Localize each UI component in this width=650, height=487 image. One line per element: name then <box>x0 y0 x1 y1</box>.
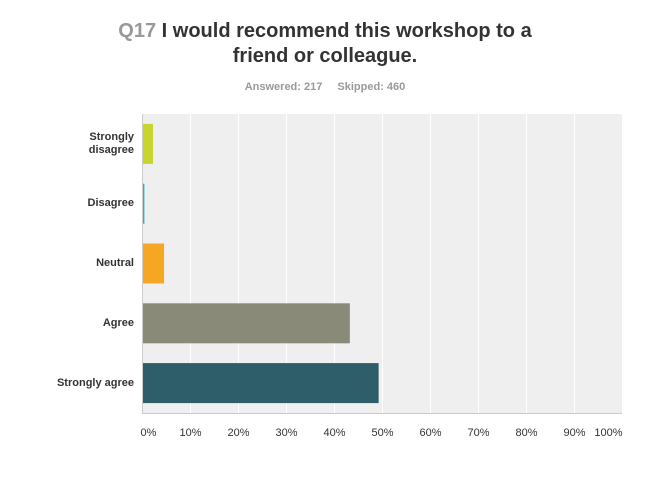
question-number: Q17 <box>118 20 157 42</box>
x-tick-label: 100% <box>594 427 623 439</box>
x-tick-label: 20% <box>227 427 250 439</box>
category-label: Agree <box>102 316 134 329</box>
question-text-line1: I would recommend this workshop to a <box>161 20 532 42</box>
x-tick-label: 90% <box>563 427 586 439</box>
x-tick-label: 30% <box>275 427 298 439</box>
bar-disagree <box>143 183 145 224</box>
x-tick-label: 60% <box>419 427 442 439</box>
x-tick-label: 10% <box>179 427 202 439</box>
bar-strongly-agree <box>143 363 379 404</box>
skipped-count: Skipped: 460 <box>337 81 406 93</box>
category-label: Disagree <box>87 197 134 210</box>
bar-agree <box>143 303 350 344</box>
chart-title: Q17 I would recommend this workshop to a… <box>0 19 650 69</box>
x-tick-label: 40% <box>323 427 346 439</box>
category-label: Strongly disagree <box>88 130 134 156</box>
response-stats: Answered: 217 Skipped: 460 <box>0 81 650 93</box>
x-tick-label: 0% <box>140 427 157 439</box>
category-label: Strongly agree <box>56 376 134 389</box>
answered-count: Answered: 217 <box>244 81 323 93</box>
bar-strongly-disagree <box>143 123 154 164</box>
x-tick-label: 70% <box>467 427 490 439</box>
bar-neutral <box>143 243 165 284</box>
x-tick-label: 50% <box>371 427 394 439</box>
category-label: Neutral <box>96 257 134 269</box>
question-text-line2: friend or colleague. <box>232 45 418 67</box>
x-tick-label: 80% <box>515 427 538 439</box>
